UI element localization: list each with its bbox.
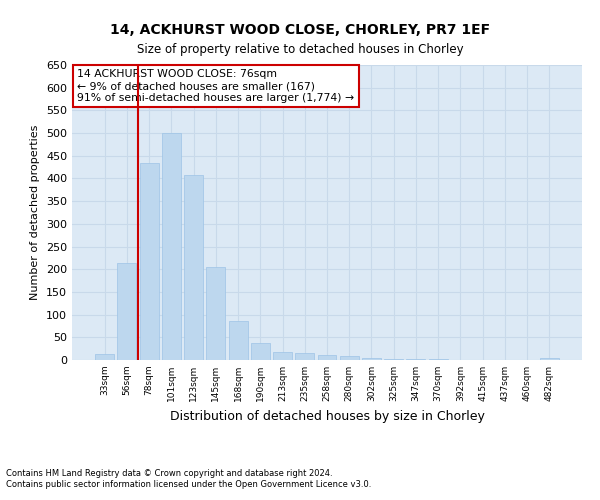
Bar (140, 162, 158, 360)
Bar (429, 359, 448, 360)
Text: Size of property relative to detached houses in Chorley: Size of property relative to detached ho… (137, 42, 463, 56)
Bar (362, 358, 381, 360)
Bar (229, 322, 248, 360)
Bar (384, 358, 403, 360)
Bar (118, 264, 136, 360)
Bar (162, 133, 181, 360)
Y-axis label: Number of detached properties: Number of detached properties (31, 125, 40, 300)
Bar (206, 267, 225, 360)
Text: Contains HM Land Registry data © Crown copyright and database right 2024.: Contains HM Land Registry data © Crown c… (6, 468, 332, 477)
X-axis label: Distribution of detached houses by size in Chorley: Distribution of detached houses by size … (170, 410, 484, 422)
Text: 14, ACKHURST WOOD CLOSE, CHORLEY, PR7 1EF: 14, ACKHURST WOOD CLOSE, CHORLEY, PR7 1E… (110, 22, 490, 36)
Bar (340, 356, 359, 360)
Bar (273, 352, 292, 360)
Bar (184, 175, 203, 360)
Bar (406, 359, 425, 360)
Text: 14 ACKHURST WOOD CLOSE: 76sqm
← 9% of detached houses are smaller (167)
91% of s: 14 ACKHURST WOOD CLOSE: 76sqm ← 9% of de… (77, 70, 354, 102)
Bar (95, 354, 114, 360)
Bar (295, 353, 314, 360)
Bar (540, 358, 559, 360)
Bar (317, 355, 337, 360)
Bar (251, 343, 270, 360)
Text: Contains public sector information licensed under the Open Government Licence v3: Contains public sector information licen… (6, 480, 371, 489)
